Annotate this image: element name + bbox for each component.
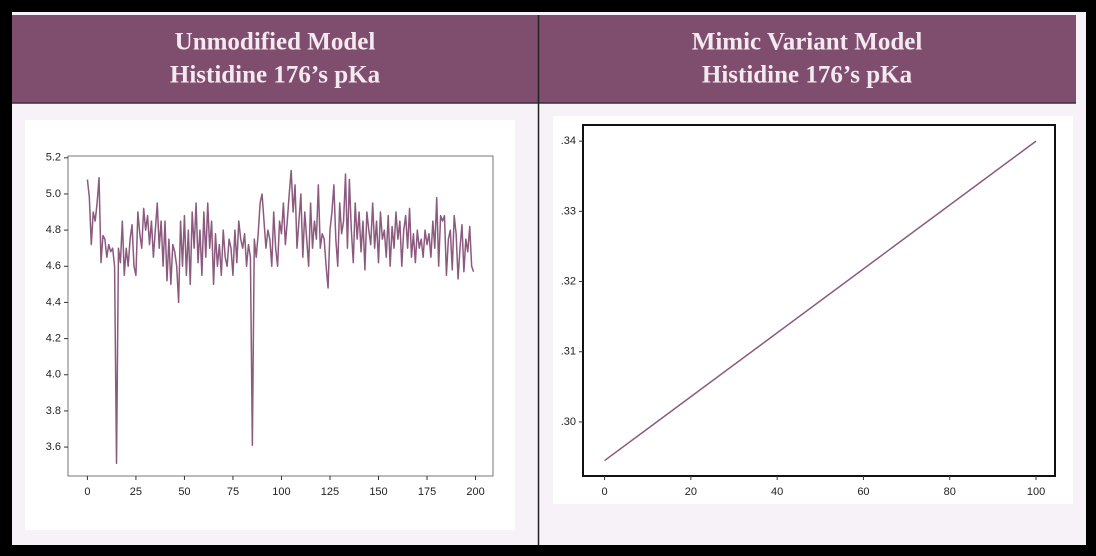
y-tick-label: 4.8 [46,224,61,236]
y-tick-label: .34 [561,135,576,147]
y-tick-label: .31 [561,346,576,358]
plot-frame [67,155,494,477]
header-band [12,15,1076,103]
y-tick-label: 4.2 [46,333,61,345]
y-tick-label: 4.4 [46,296,61,308]
y-tick-label: 5.2 [46,152,61,164]
x-tick-label: 50 [178,486,190,498]
plot-frame [582,124,1056,477]
x-tick-label: 100 [272,486,290,498]
x-tick-label: 75 [227,486,239,498]
x-tick-label: 20 [685,486,697,498]
x-tick-label: 40 [771,486,783,498]
y-tick-label: 3.6 [46,441,61,453]
chart-subtitle: Histidine 176’s pKa [170,62,381,89]
y-tick-label: .30 [561,416,576,428]
chart-subtitle: Histidine 176’s pKa [702,62,913,89]
data-line [604,140,1037,462]
chart-title: Mimic Variant Model [692,29,923,56]
y-tick-label: 3.8 [46,405,61,417]
chart-title: Unmodified Model [175,29,376,56]
data-line [86,169,475,465]
x-tick-label: 100 [1027,486,1045,498]
x-tick-label: 175 [418,486,436,498]
y-tick-label: 4.6 [46,260,61,272]
y-tick-label: .33 [561,205,576,217]
chart-bg [25,120,515,530]
x-tick-label: 80 [944,486,956,498]
y-tick-label: 5.0 [46,188,61,200]
x-tick-label: 25 [130,486,142,498]
x-tick-label: 150 [369,486,387,498]
x-tick-label: 125 [321,486,339,498]
y-tick-label: .32 [561,275,576,287]
y-tick-label: 4.0 [46,369,61,381]
chart-bg [553,116,1073,504]
x-tick-label: 0 [602,486,608,498]
x-tick-label: 60 [857,486,869,498]
x-tick-label: 0 [84,486,90,498]
x-tick-label: 200 [466,486,484,498]
